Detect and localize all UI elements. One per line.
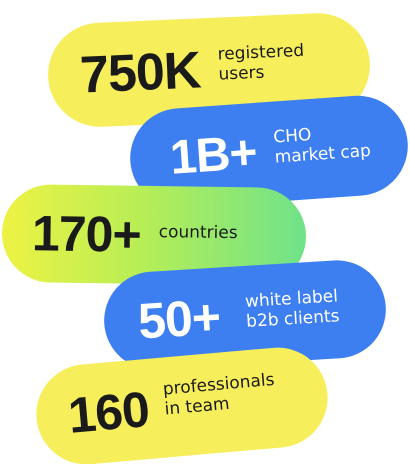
- stat-pill-team: 160 professionals in team: [32, 343, 332, 464]
- stat-caption: CHO market cap: [273, 121, 372, 168]
- stat-value: 170+: [31, 205, 142, 263]
- stat-caption-line: users: [218, 62, 265, 85]
- stat-caption: registered users: [217, 41, 305, 85]
- stat-caption: countries: [159, 222, 238, 243]
- stat-caption: professionals in team: [162, 370, 277, 420]
- stat-value: 1B+: [168, 125, 259, 185]
- stat-caption-line: registered: [217, 40, 305, 65]
- stat-value: 50+: [136, 288, 222, 350]
- stat-value: 160: [65, 381, 152, 444]
- stat-value: 750K: [78, 41, 202, 105]
- stat-caption: white label b2b clients: [244, 286, 340, 332]
- stat-caption-line: countries: [158, 222, 238, 244]
- stat-caption-line: b2b clients: [245, 306, 341, 332]
